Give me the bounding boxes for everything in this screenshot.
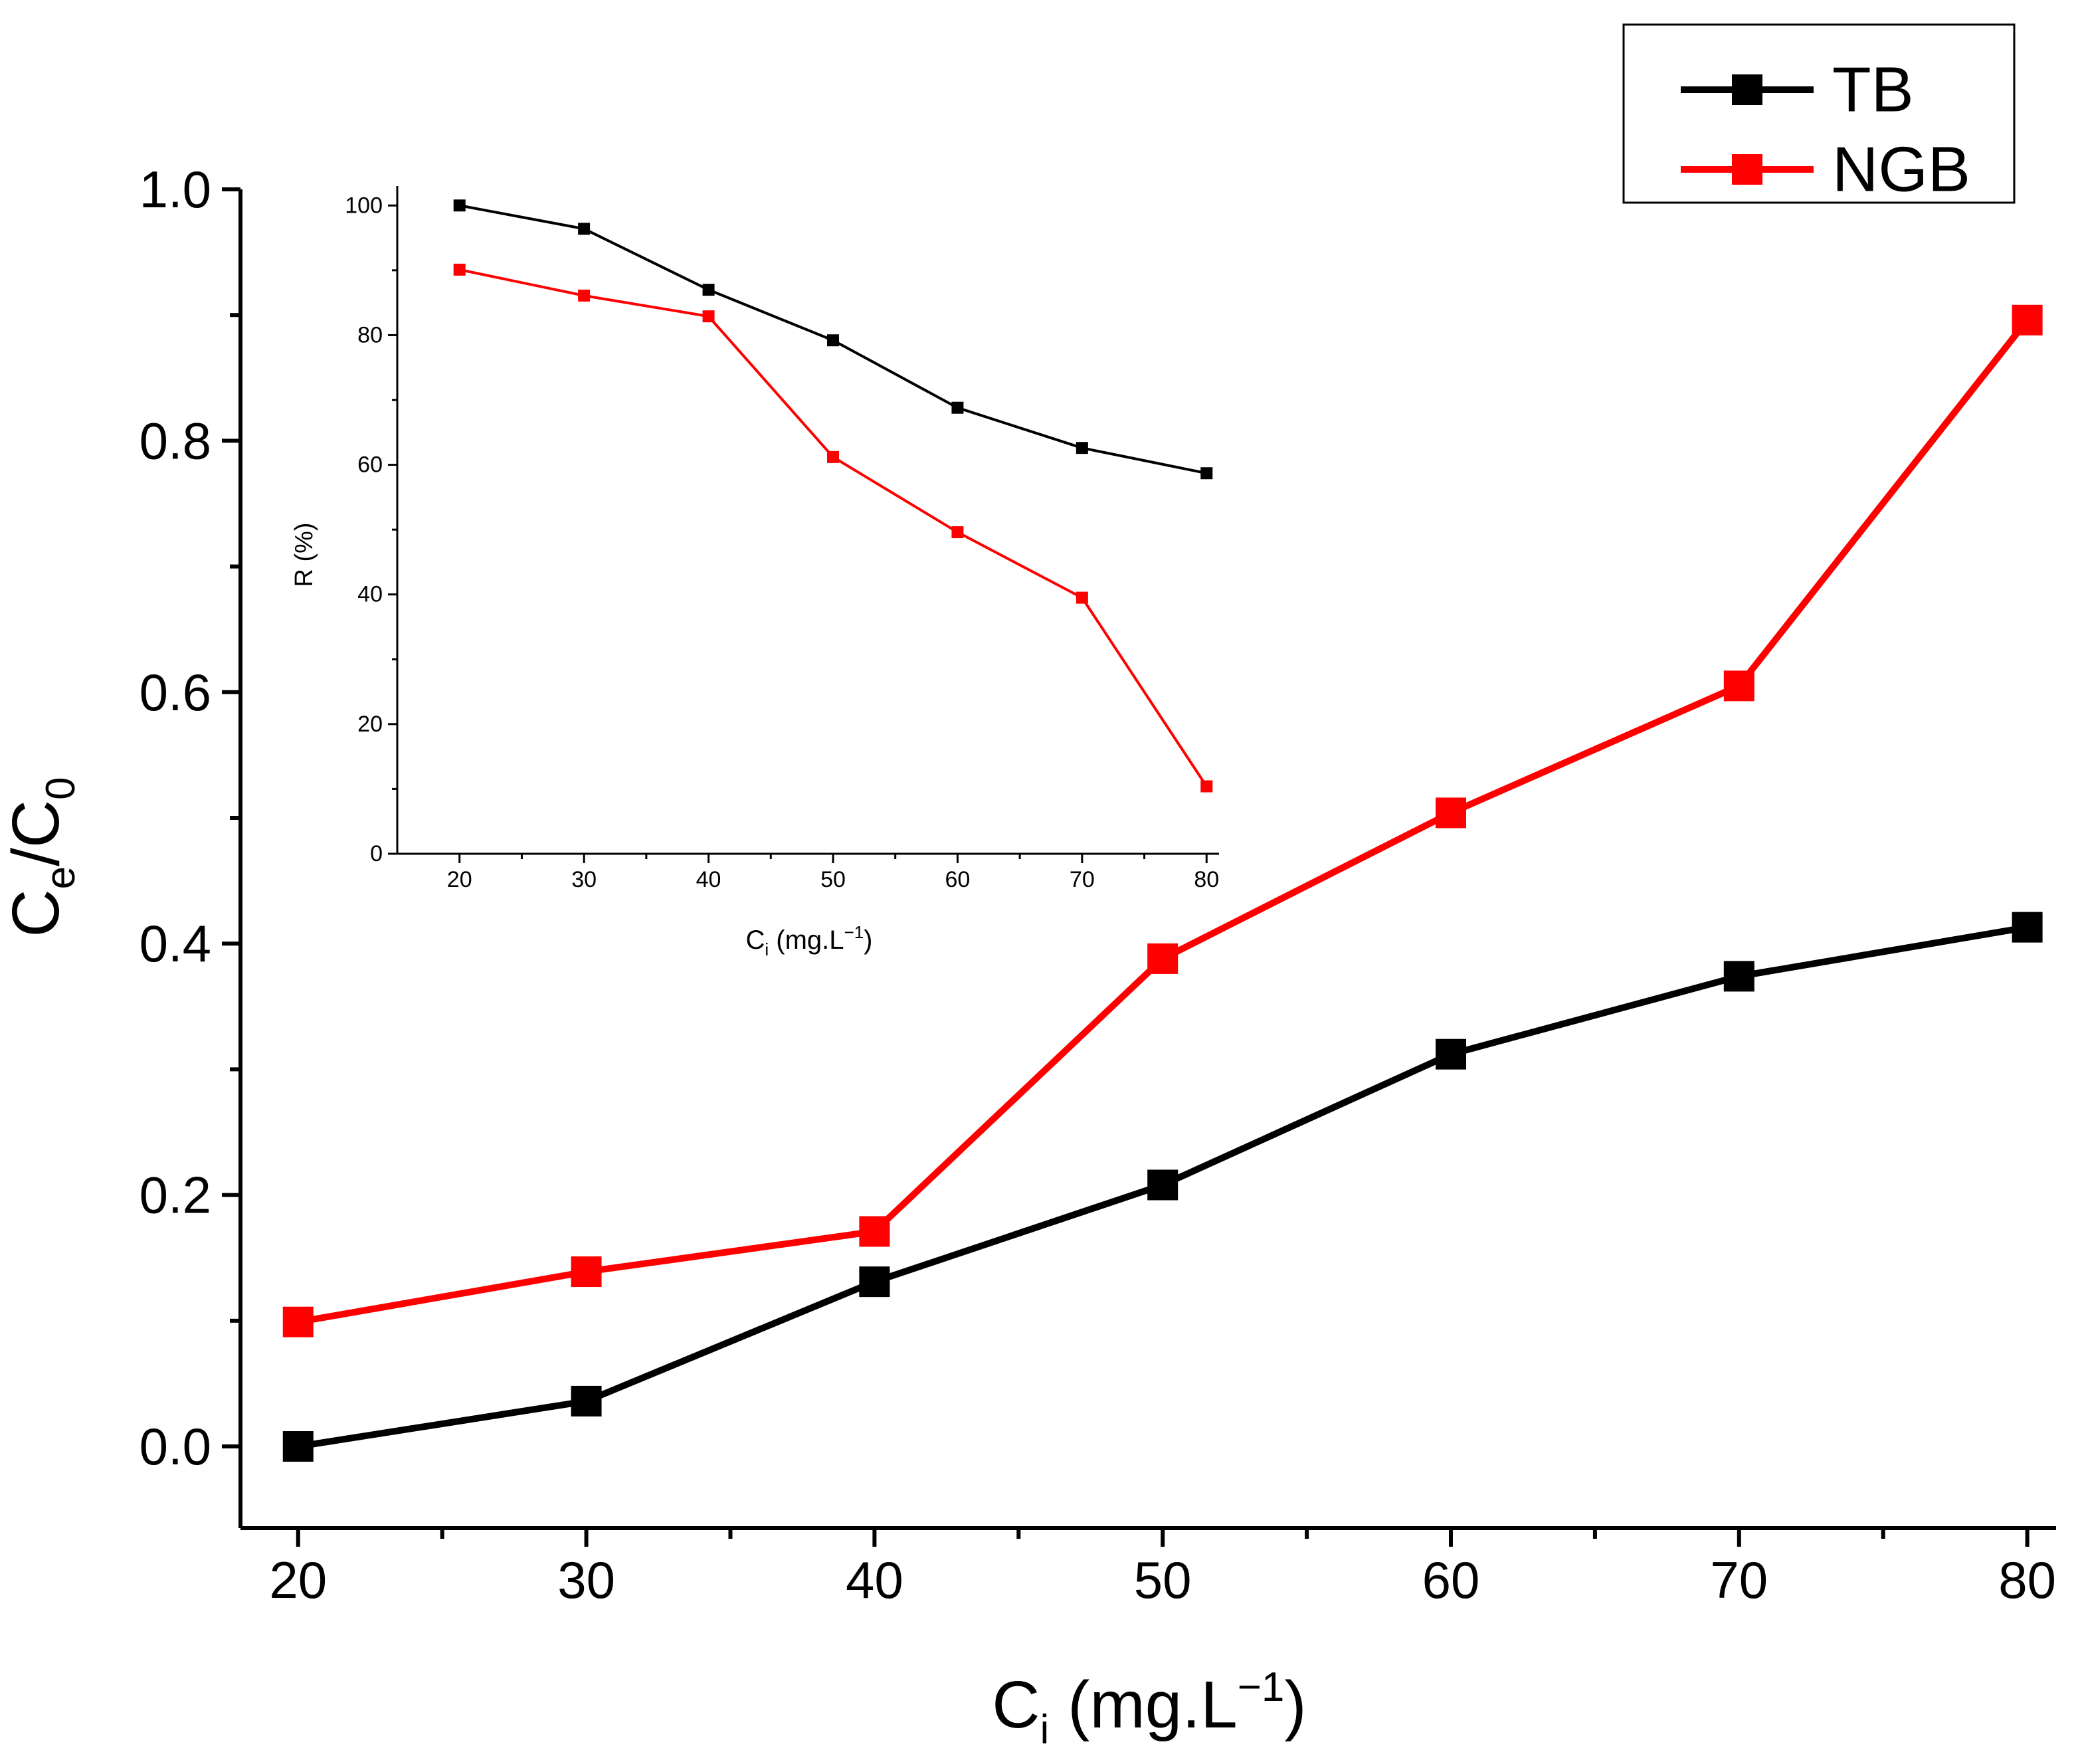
inset-x-axis-label: Ci (mg.L−1) xyxy=(745,922,872,959)
inset-point-tb xyxy=(951,401,964,414)
main-point-ngb xyxy=(1147,943,1179,974)
x-label-close: ) xyxy=(1284,1668,1306,1742)
inset-point-tb xyxy=(702,284,715,296)
main-point-ngb xyxy=(1723,670,1754,702)
main-point-ngb xyxy=(571,1256,602,1288)
main-x-tick-label: 70 xyxy=(1710,1551,1768,1609)
inset-x-label-close: ) xyxy=(864,926,872,955)
inset-point-ngb xyxy=(951,526,964,539)
inset-x-tick-label: 40 xyxy=(696,867,721,892)
inset-y-tick-label: 20 xyxy=(357,712,383,737)
inset-plot: 0 20 40 60 80 100 20 30 40 50 60 70 80 Ci (mg.L−1) R (… xyxy=(290,186,1219,959)
main-x-tick-label: 50 xyxy=(1134,1551,1192,1609)
x-label-sup: −1 xyxy=(1238,1664,1285,1710)
legend-marker-ngb xyxy=(1732,154,1762,185)
inset-point-ngb xyxy=(453,263,466,276)
legend-label-tb: TB xyxy=(1832,54,1914,126)
inset-y-tick-label: 60 xyxy=(357,452,383,478)
main-x-tick-label: 60 xyxy=(1422,1551,1480,1609)
main-y-tick-label: 0.4 xyxy=(140,914,211,973)
inset-y-tick-label: 80 xyxy=(357,322,383,347)
inset-point-ngb xyxy=(702,310,715,323)
main-x-tick-label: 30 xyxy=(557,1551,615,1609)
x-label-sub: i xyxy=(1040,1707,1050,1753)
main-x-tick-label: 80 xyxy=(1998,1551,2056,1609)
inset-point-tb xyxy=(453,199,466,212)
main-y-tick-label: 0.2 xyxy=(140,1166,211,1225)
main-x-tick-label: 20 xyxy=(269,1551,327,1609)
main-point-tb xyxy=(2012,912,2043,943)
inset-x-tick-label: 50 xyxy=(820,867,846,892)
main-point-ngb xyxy=(282,1306,314,1337)
main-point-tb xyxy=(1147,1169,1179,1201)
x-label-text: (mg.L xyxy=(1049,1668,1237,1742)
legend-box xyxy=(1622,23,2016,204)
inset-point-ngb xyxy=(826,450,839,463)
main-point-ngb xyxy=(859,1216,890,1247)
inset-y-axis-label: R (%) xyxy=(290,522,318,587)
y-label-sub-e: e xyxy=(38,866,84,889)
main-x-tick-label: 40 xyxy=(846,1551,903,1609)
inset-point-tb xyxy=(826,334,839,347)
inset-x-label-sup: −1 xyxy=(844,922,864,942)
main-point-tb xyxy=(859,1266,890,1298)
legend-marker-tb xyxy=(1732,74,1762,105)
legend-label-ngb: NGB xyxy=(1832,134,1970,205)
main-plot: 0.0 0.2 0.4 0.6 0.8 1.0 20 30 40 50 60 70 80 Ci (mg.L… xyxy=(0,160,2056,1753)
legend: TB NGB xyxy=(1622,23,2016,205)
inset-x-label-base: C xyxy=(745,926,765,955)
inset-point-ngb xyxy=(1076,591,1088,604)
inset-point-ngb xyxy=(1200,780,1213,793)
main-point-ngb xyxy=(1436,797,1466,829)
inset-x-tick-label: 70 xyxy=(1070,867,1095,892)
inset-x-tick-label: 20 xyxy=(447,867,472,892)
inset-x-label-sub: i xyxy=(765,939,769,959)
inset-series-line-ngb xyxy=(459,268,1208,787)
main-y-tick-label: 1.0 xyxy=(140,160,211,219)
main-point-tb xyxy=(571,1385,602,1417)
y-label-slash: /C xyxy=(0,800,73,866)
inset-point-ngb xyxy=(578,289,591,302)
inset-x-label-text: (mg.L xyxy=(769,926,844,955)
inset-point-tb xyxy=(1200,467,1213,480)
x-label-base: C xyxy=(992,1668,1040,1742)
main-y-tick-label: 0.8 xyxy=(140,411,211,470)
inset-x-tick-label: 30 xyxy=(571,867,597,892)
main-y-axis-label: Ce/C0 xyxy=(0,777,84,937)
inset-point-tb xyxy=(1076,442,1088,454)
main-point-tb xyxy=(282,1431,314,1462)
inset-x-tick-label: 80 xyxy=(1194,867,1219,892)
main-point-ngb xyxy=(2012,304,2043,336)
inset-y-tick-label: 0 xyxy=(370,841,383,866)
inset-point-tb xyxy=(578,223,591,235)
main-y-tick-label: 0.0 xyxy=(140,1417,211,1476)
main-point-tb xyxy=(1723,961,1754,992)
inset-y-tick-label: 40 xyxy=(357,582,383,607)
main-point-tb xyxy=(1436,1038,1466,1070)
y-label-base: C xyxy=(0,889,73,937)
inset-y-tick-label: 100 xyxy=(345,193,383,218)
y-label-sub-0: 0 xyxy=(38,777,84,799)
main-x-axis-label: Ci (mg.L−1) xyxy=(992,1664,1306,1753)
main-y-tick-label: 0.6 xyxy=(140,663,211,722)
inset-x-tick-label: 60 xyxy=(945,867,970,892)
